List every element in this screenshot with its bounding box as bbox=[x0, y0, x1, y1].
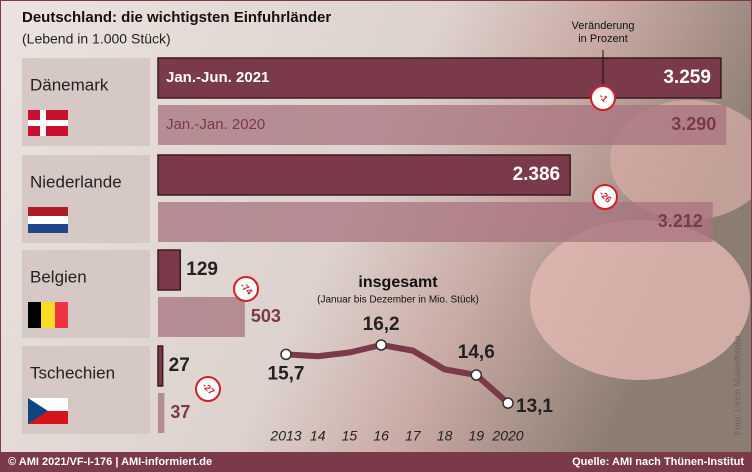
point bbox=[471, 370, 481, 380]
value-label: 16,2 bbox=[363, 314, 400, 335]
legend-label: Jan.-Jan. 2020 bbox=[166, 116, 265, 133]
value-label: 27 bbox=[169, 355, 190, 376]
value-label: 37 bbox=[170, 402, 190, 422]
value-label: 14,6 bbox=[458, 342, 495, 363]
value-label: 129 bbox=[186, 259, 218, 280]
x-tick-label: 15 bbox=[342, 428, 358, 444]
value-label: 3.290 bbox=[671, 114, 716, 134]
flag bbox=[28, 302, 41, 328]
infographic: Deutschland: die wichtigsten Einfuhrländ… bbox=[0, 0, 752, 472]
bar bbox=[158, 202, 713, 242]
value-label: 3.212 bbox=[658, 211, 703, 231]
category-label: Belgien bbox=[30, 267, 87, 286]
x-tick-label: 14 bbox=[310, 428, 326, 444]
footer-right: Quelle: AMI nach Thünen-Institut bbox=[572, 456, 744, 468]
category-label: Tschechien bbox=[30, 363, 115, 382]
bar bbox=[158, 346, 163, 386]
x-tick-label: 16 bbox=[373, 428, 389, 444]
point bbox=[376, 340, 386, 350]
value-label: 2.386 bbox=[513, 164, 561, 185]
photo-credit: Foto: Ulrich Müller/fotolia bbox=[732, 335, 742, 435]
flag bbox=[41, 302, 55, 328]
category-label: Niederlande bbox=[30, 172, 122, 191]
x-tick-label: 18 bbox=[437, 428, 453, 444]
value-label: 503 bbox=[251, 306, 281, 326]
flag bbox=[28, 224, 68, 233]
flag bbox=[28, 207, 68, 216]
x-tick-label: 17 bbox=[405, 428, 422, 444]
legend-label: Jan.-Jun. 2021 bbox=[166, 69, 269, 86]
inset-title: insgesamt bbox=[358, 274, 438, 291]
footer-left: © AMI 2021/VF-I-176 | AMI-informiert.de bbox=[8, 456, 212, 468]
bar bbox=[158, 155, 570, 195]
flag bbox=[55, 302, 68, 328]
title: Deutschland: die wichtigsten Einfuhrländ… bbox=[22, 9, 331, 26]
x-tick-label: 19 bbox=[468, 428, 484, 444]
point bbox=[503, 398, 513, 408]
flag bbox=[28, 120, 68, 126]
subtitle: (Lebend in 1.000 Stück) bbox=[22, 31, 171, 47]
photo-pig bbox=[530, 220, 750, 380]
inset-subtitle: (Januar bis Dezember in Mio. Stück) bbox=[317, 295, 479, 306]
bar bbox=[158, 250, 180, 290]
bar bbox=[158, 297, 245, 337]
x-tick-label: 2013 bbox=[269, 428, 301, 444]
x-tick-label: 2020 bbox=[491, 428, 523, 444]
point bbox=[281, 349, 291, 359]
bar bbox=[158, 393, 164, 433]
value-label: 3.259 bbox=[663, 67, 711, 88]
value-label: 13,1 bbox=[516, 396, 553, 417]
value-label: 15,7 bbox=[268, 363, 305, 384]
flag bbox=[28, 216, 68, 224]
category-label: Dänemark bbox=[30, 75, 109, 94]
